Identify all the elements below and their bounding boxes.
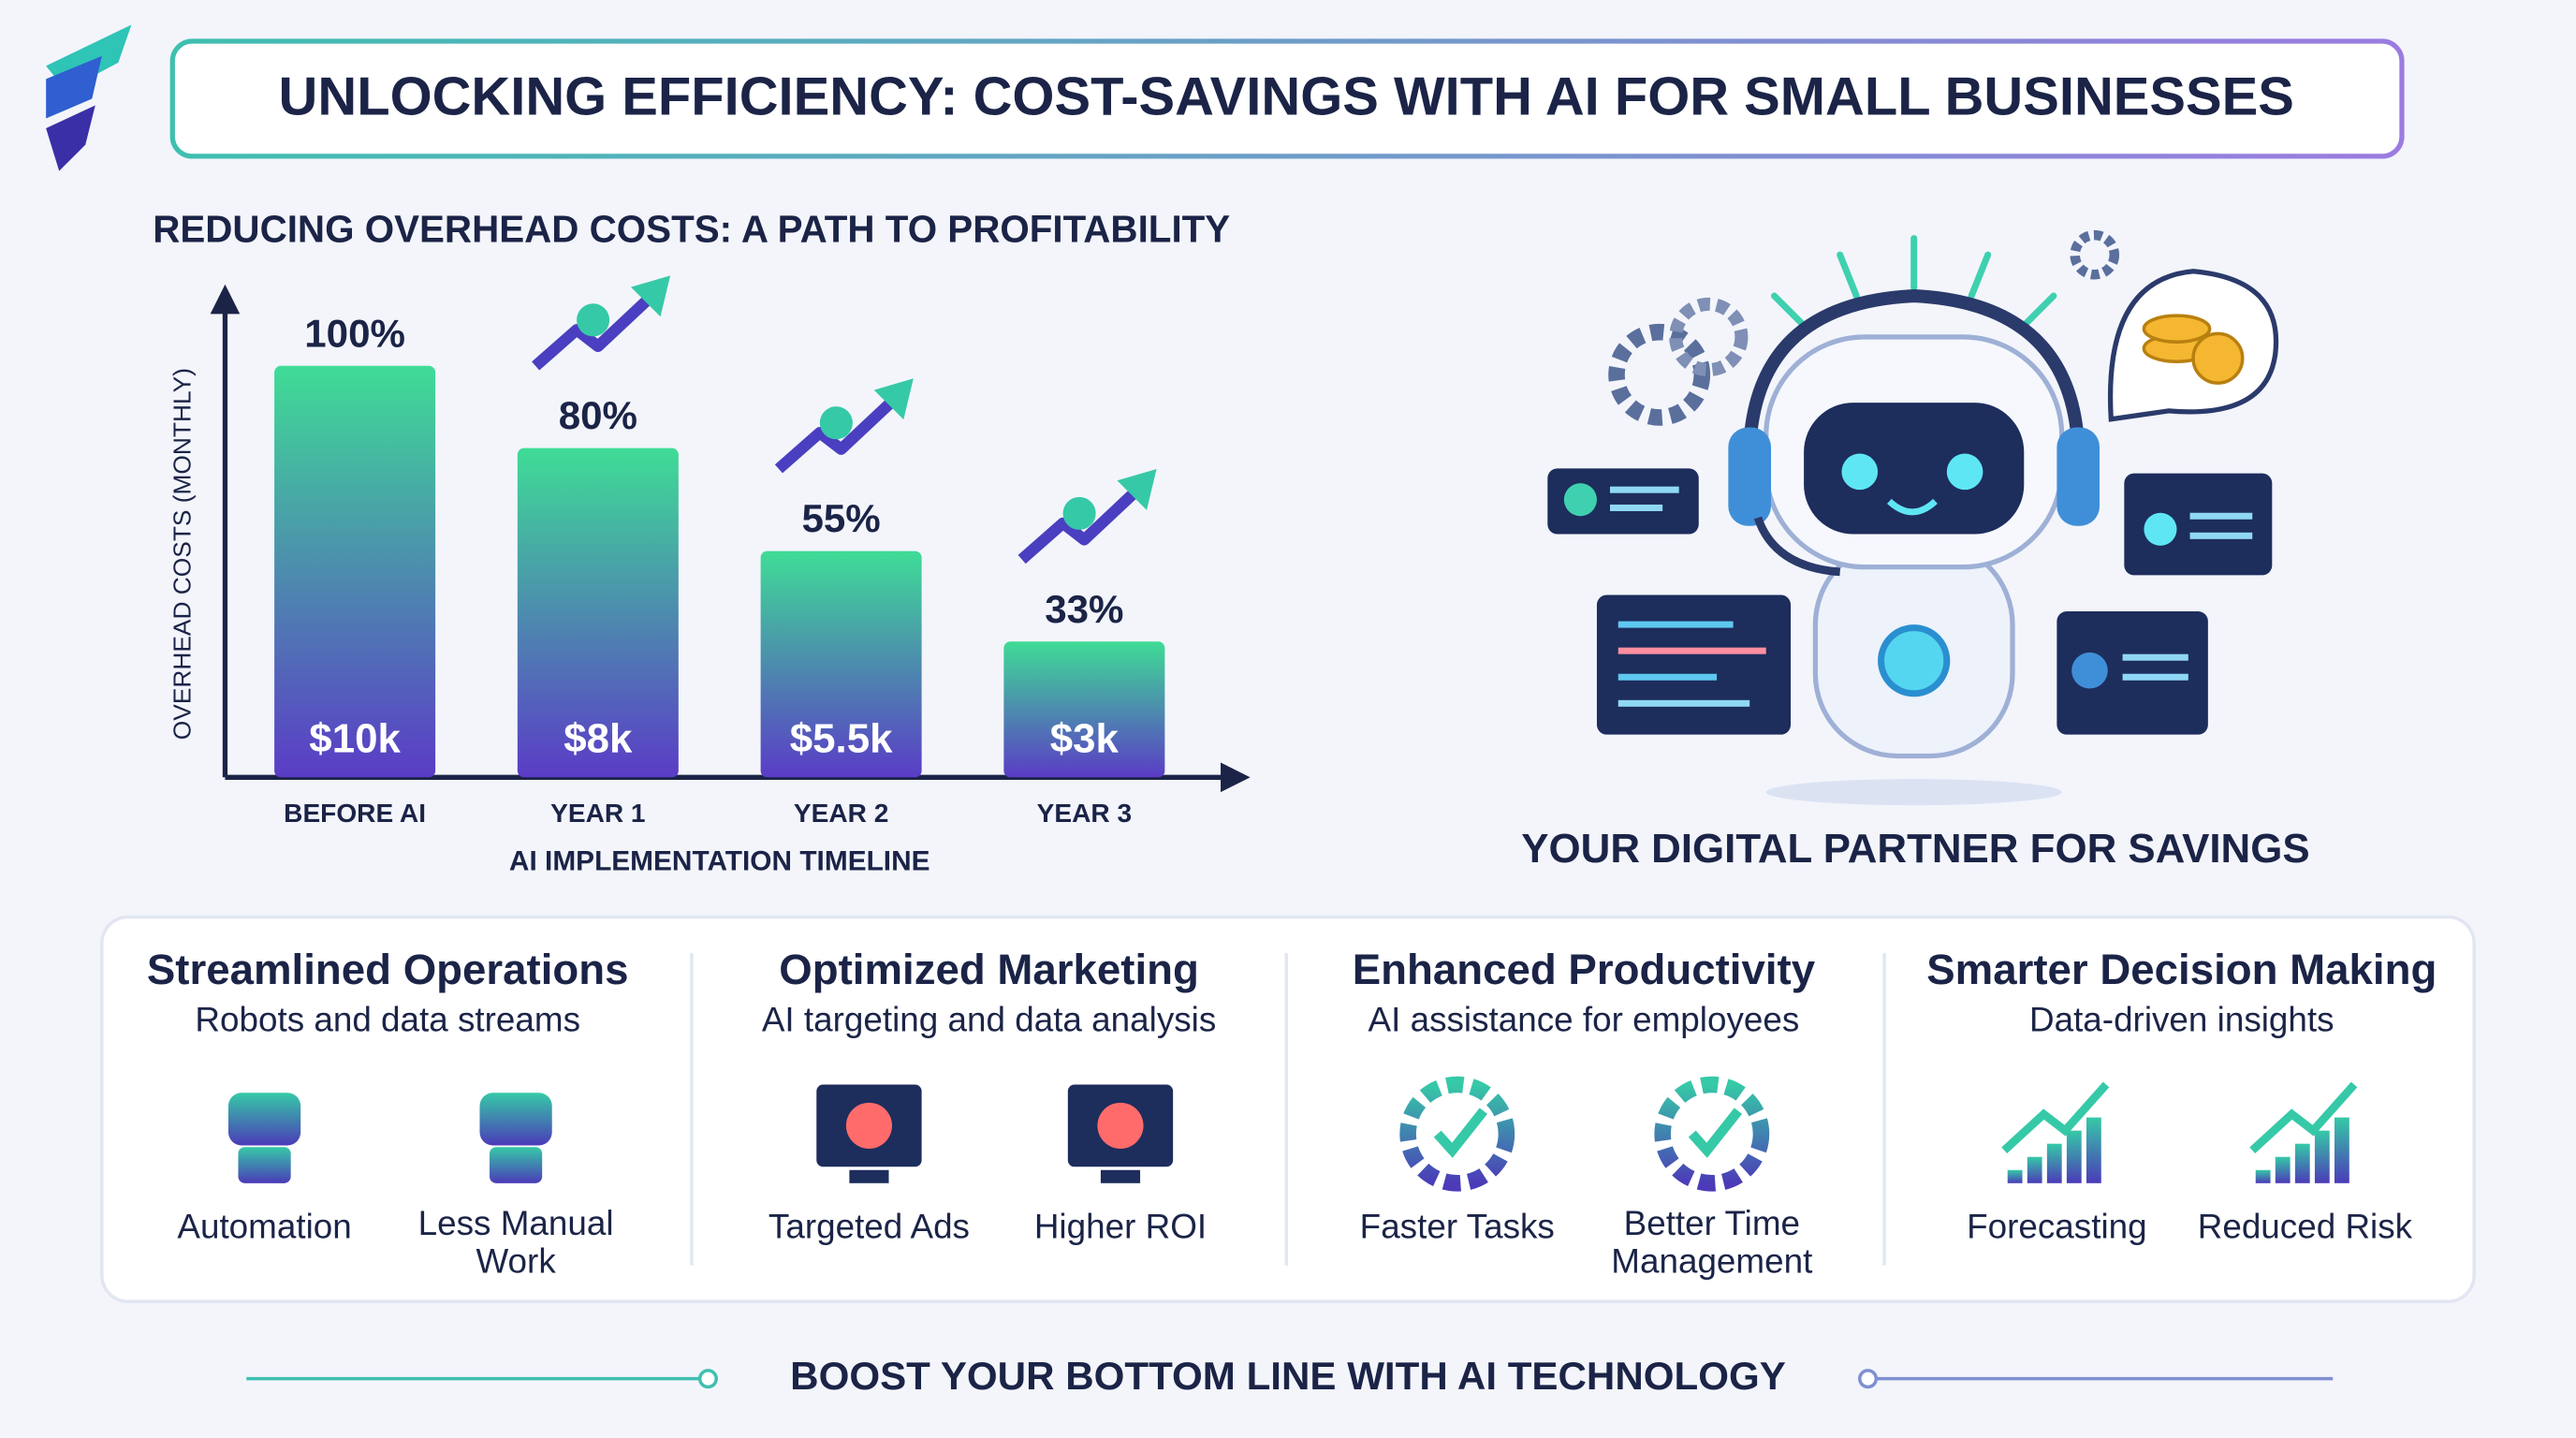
icon-shape — [2255, 1169, 2271, 1183]
footer-text: BOOST YOUR BOTTOM LINE WITH AI TECHNOLOG… — [790, 1354, 1786, 1398]
bar — [517, 448, 679, 778]
icon-shape — [2275, 1156, 2291, 1183]
icon-shape — [2007, 1169, 2023, 1183]
value-label: 100% — [304, 311, 405, 355]
icon-shape — [479, 1093, 552, 1146]
icon-shape — [2249, 1081, 2358, 1153]
icon-shape — [2314, 1130, 2330, 1183]
logo — [46, 24, 132, 171]
y-axis-title: OVERHEAD COSTS (MONTHLY) — [168, 368, 197, 740]
check-badge — [577, 303, 610, 337]
cost-label: $8k — [564, 715, 633, 761]
icon-shape — [2027, 1156, 2042, 1183]
x-tick-label: YEAR 2 — [794, 799, 888, 828]
check-badge — [819, 406, 853, 440]
icon-shape — [1688, 1108, 1743, 1158]
icon-shape — [490, 1147, 543, 1183]
title-box — [169, 38, 2405, 159]
item-label: Automation — [177, 1208, 351, 1246]
bar-chart: REDUCING OVERHEAD COSTS: A PATH TO PROFI… — [153, 207, 1251, 876]
bar — [274, 365, 436, 778]
feature-section: Smarter Decision Making Data-driven insig… — [1882, 946, 2437, 1266]
feature-subtitle: AI targeting and data analysis — [762, 1001, 1216, 1039]
x-tick-label: YEAR 3 — [1037, 799, 1132, 828]
icon-shape — [1100, 1169, 1141, 1183]
icon-shape — [1654, 1076, 1770, 1192]
feature-icon — [2001, 1081, 2110, 1183]
icon-shape — [849, 1169, 889, 1183]
icon-shape — [2046, 1143, 2062, 1183]
item-label: Higher ROI — [1034, 1208, 1207, 1246]
value-label: 55% — [801, 496, 880, 540]
item-label: Forecasting — [1967, 1208, 2146, 1246]
trend-arrow-head — [873, 378, 914, 420]
trend-arrow — [1017, 486, 1141, 565]
feature-section: Streamlined Operations Robots and data st… — [147, 946, 629, 1280]
feature-title: Optimized Marketing — [779, 946, 1199, 993]
feature-title: Enhanced Productivity — [1353, 946, 1816, 993]
item-label: Less Manual — [418, 1204, 614, 1242]
value-label: 33% — [1045, 587, 1123, 631]
icon-shape — [2294, 1143, 2310, 1183]
trend-arrow — [774, 395, 898, 474]
feature-subtitle: Robots and data streams — [195, 1001, 580, 1039]
item-label: Reduced Risk — [2198, 1208, 2413, 1246]
feature-section: Optimized Marketing AI targeting and data… — [690, 946, 1216, 1266]
x-tick-label: BEFORE AI — [284, 799, 426, 828]
feature-icon — [1067, 1084, 1174, 1183]
icon-shape — [2001, 1081, 2110, 1153]
icon-shape — [2334, 1117, 2349, 1183]
x-axis-title: AI IMPLEMENTATION TIMELINE — [509, 845, 930, 876]
x-tick-label: YEAR 1 — [550, 799, 645, 828]
feature-icon — [1654, 1076, 1770, 1192]
item-label: Work — [476, 1242, 556, 1281]
trend-arrow-head — [1117, 468, 1157, 510]
icon-shape — [845, 1102, 893, 1149]
item-label: Faster Tasks — [1360, 1208, 1555, 1246]
features: Streamlined Operations Robots and data st… — [147, 946, 2437, 1280]
icon-shape — [238, 1147, 291, 1183]
illustration-caption: YOUR DIGITAL PARTNER FOR SAVINGS — [1521, 826, 2309, 872]
icon-shape — [1399, 1076, 1515, 1192]
trend-arrow-head — [630, 275, 671, 317]
icon-shape — [1433, 1108, 1487, 1158]
trend-arrow — [532, 292, 655, 371]
value-label: 80% — [559, 393, 637, 437]
check-badge — [1062, 496, 1096, 530]
icon-shape — [227, 1093, 301, 1146]
bar — [1003, 641, 1165, 778]
item-label: Better Time — [1624, 1204, 1800, 1242]
chart-title: REDUCING OVERHEAD COSTS: A PATH TO PROFI… — [153, 207, 1230, 250]
feature-subtitle: AI assistance for employees — [1368, 1001, 1800, 1039]
feature-title: Streamlined Operations — [147, 946, 629, 993]
icon-shape — [1097, 1102, 1144, 1149]
icon-shape — [2086, 1117, 2101, 1183]
page-title: UNLOCKING EFFICIENCY: COST-SAVINGS WITH … — [279, 67, 2294, 127]
feature-section: Enhanced Productivity AI assistance for e… — [1284, 946, 1816, 1281]
cost-label: $5.5k — [790, 715, 893, 761]
item-label: Targeted Ads — [768, 1208, 970, 1246]
item-label: Management — [1611, 1242, 1812, 1281]
cost-label: $3k — [1050, 715, 1120, 761]
feature-icon — [1399, 1076, 1515, 1192]
robot-illustration — [1547, 229, 2279, 806]
feature-icon — [2249, 1081, 2358, 1183]
feature-icon — [227, 1093, 301, 1183]
feature-icon — [479, 1093, 552, 1183]
feature-subtitle: Data-driven insights — [2029, 1001, 2334, 1039]
icon-shape — [2066, 1130, 2082, 1183]
feature-icon — [816, 1084, 922, 1183]
footer-decoration — [246, 1369, 2334, 1389]
bar — [760, 550, 922, 778]
cost-label: $10k — [309, 715, 401, 761]
feature-title: Smarter Decision Making — [1926, 946, 2437, 993]
